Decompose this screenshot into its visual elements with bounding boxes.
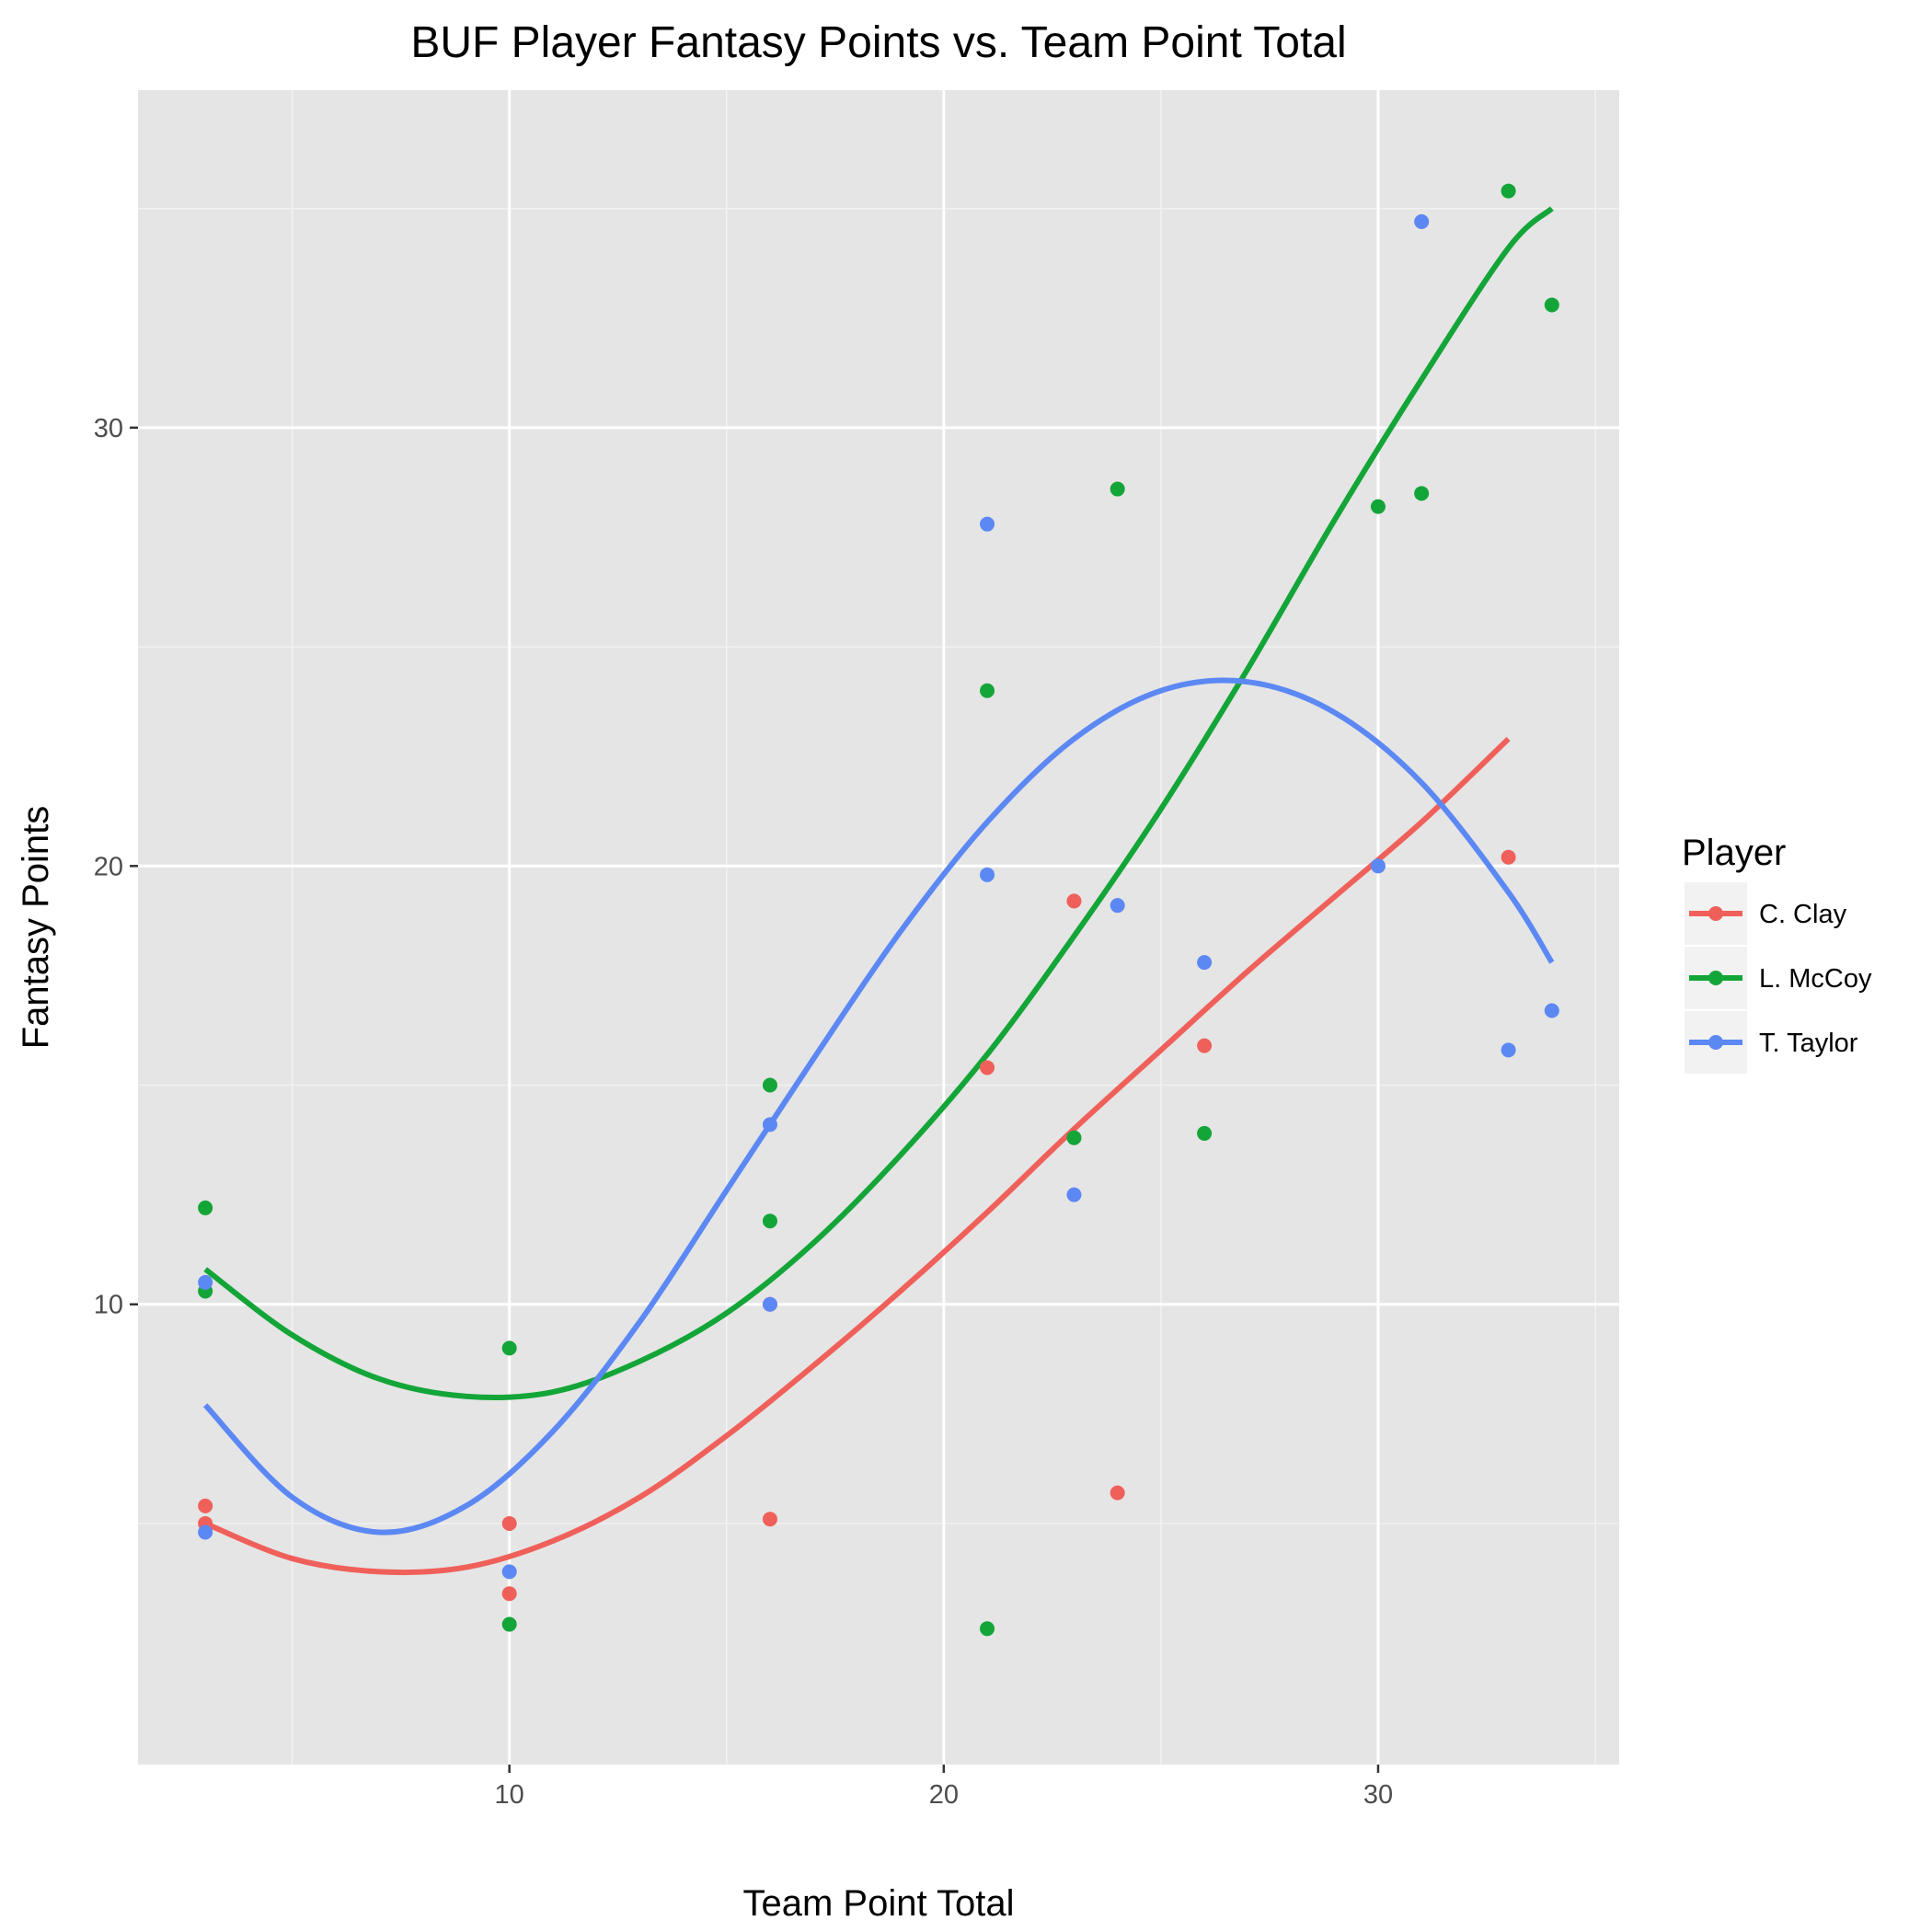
point-t-taylor-4 <box>762 1296 777 1312</box>
point-c-clay-8 <box>1110 1485 1125 1501</box>
point-l-mccoy-11 <box>1370 499 1386 514</box>
y-tick-label-1: 20 <box>94 852 123 881</box>
legend-item-t-taylor: T. Taylor <box>1683 1009 1858 1075</box>
point-t-taylor-13 <box>1544 1003 1559 1018</box>
x-tick-label-2: 30 <box>1363 1780 1393 1810</box>
data-points <box>198 183 1559 1637</box>
point-l-mccoy-6 <box>980 683 995 698</box>
point-c-clay-7 <box>1066 893 1082 909</box>
x-tick-label-1: 20 <box>929 1780 959 1810</box>
legend-title: Player <box>1682 833 1786 873</box>
point-t-taylor-5 <box>980 516 995 532</box>
point-c-clay-3 <box>501 1586 517 1602</box>
legend-label-t-taylor: T. Taylor <box>1759 1029 1858 1058</box>
trend-line-l-mccoy <box>203 206 1554 1401</box>
point-l-mccoy-8 <box>1066 1130 1082 1145</box>
chart-title: BUF Player Fantasy Points vs. Team Point… <box>410 18 1346 67</box>
point-c-clay-0 <box>198 1498 213 1513</box>
legend-items: C. Clay L. McCoy T. Taylor <box>1683 880 1872 1075</box>
point-l-mccoy-3 <box>501 1616 517 1632</box>
trend-line-t-taylor <box>202 677 1555 1535</box>
point-l-mccoy-9 <box>1110 481 1125 497</box>
x-axis-title: Team Point Total <box>743 1883 1015 1924</box>
point-l-mccoy-7 <box>980 1621 995 1637</box>
point-t-taylor-1 <box>198 1524 213 1540</box>
legend-dot-t-taylor <box>1708 1035 1723 1050</box>
point-t-taylor-6 <box>980 867 995 882</box>
legend: Player C. Clay L. McCoy T. Taylor <box>1682 833 1872 1075</box>
legend-label-c-clay: C. Clay <box>1759 900 1847 929</box>
point-t-taylor-9 <box>1197 955 1213 971</box>
point-t-taylor-10 <box>1370 858 1386 874</box>
point-t-taylor-11 <box>1414 213 1430 229</box>
point-l-mccoy-5 <box>762 1213 777 1229</box>
point-c-clay-2 <box>501 1515 517 1531</box>
trend-line-c-clay <box>204 736 1511 1576</box>
major-gridlines <box>138 90 1619 1765</box>
y-tick-label-0: 10 <box>94 1291 123 1320</box>
point-c-clay-4 <box>762 1512 777 1527</box>
point-t-taylor-12 <box>1501 1042 1516 1058</box>
y-axis-title: Fantasy Points <box>16 806 56 1050</box>
legend-label-l-mccoy: L. McCoy <box>1759 964 1872 994</box>
point-t-taylor-3 <box>762 1117 777 1133</box>
point-c-clay-10 <box>1501 849 1516 865</box>
plot-panel <box>138 90 1619 1765</box>
point-t-taylor-7 <box>1066 1187 1082 1202</box>
minor-gridlines <box>138 90 1619 1765</box>
trend-lines <box>202 206 1555 1576</box>
point-l-mccoy-12 <box>1414 486 1430 501</box>
point-t-taylor-8 <box>1110 898 1125 914</box>
point-t-taylor-0 <box>198 1274 213 1290</box>
point-t-taylor-2 <box>501 1564 517 1580</box>
point-l-mccoy-2 <box>501 1340 517 1356</box>
y-tick-label-2: 30 <box>94 414 123 443</box>
legend-dot-c-clay <box>1708 906 1723 921</box>
point-l-mccoy-0 <box>198 1200 213 1215</box>
x-tick-label-0: 10 <box>495 1780 524 1810</box>
point-l-mccoy-14 <box>1544 297 1559 313</box>
point-c-clay-9 <box>1197 1038 1213 1053</box>
point-c-clay-6 <box>980 1060 995 1075</box>
point-l-mccoy-4 <box>762 1077 777 1093</box>
point-l-mccoy-10 <box>1197 1125 1213 1141</box>
point-l-mccoy-13 <box>1501 183 1516 199</box>
axes: 10 20 30 10 20 30 <box>94 414 1393 1810</box>
legend-item-c-clay: C. Clay <box>1683 880 1847 947</box>
legend-dot-l-mccoy <box>1708 971 1723 985</box>
legend-item-l-mccoy: L. McCoy <box>1683 945 1872 1011</box>
